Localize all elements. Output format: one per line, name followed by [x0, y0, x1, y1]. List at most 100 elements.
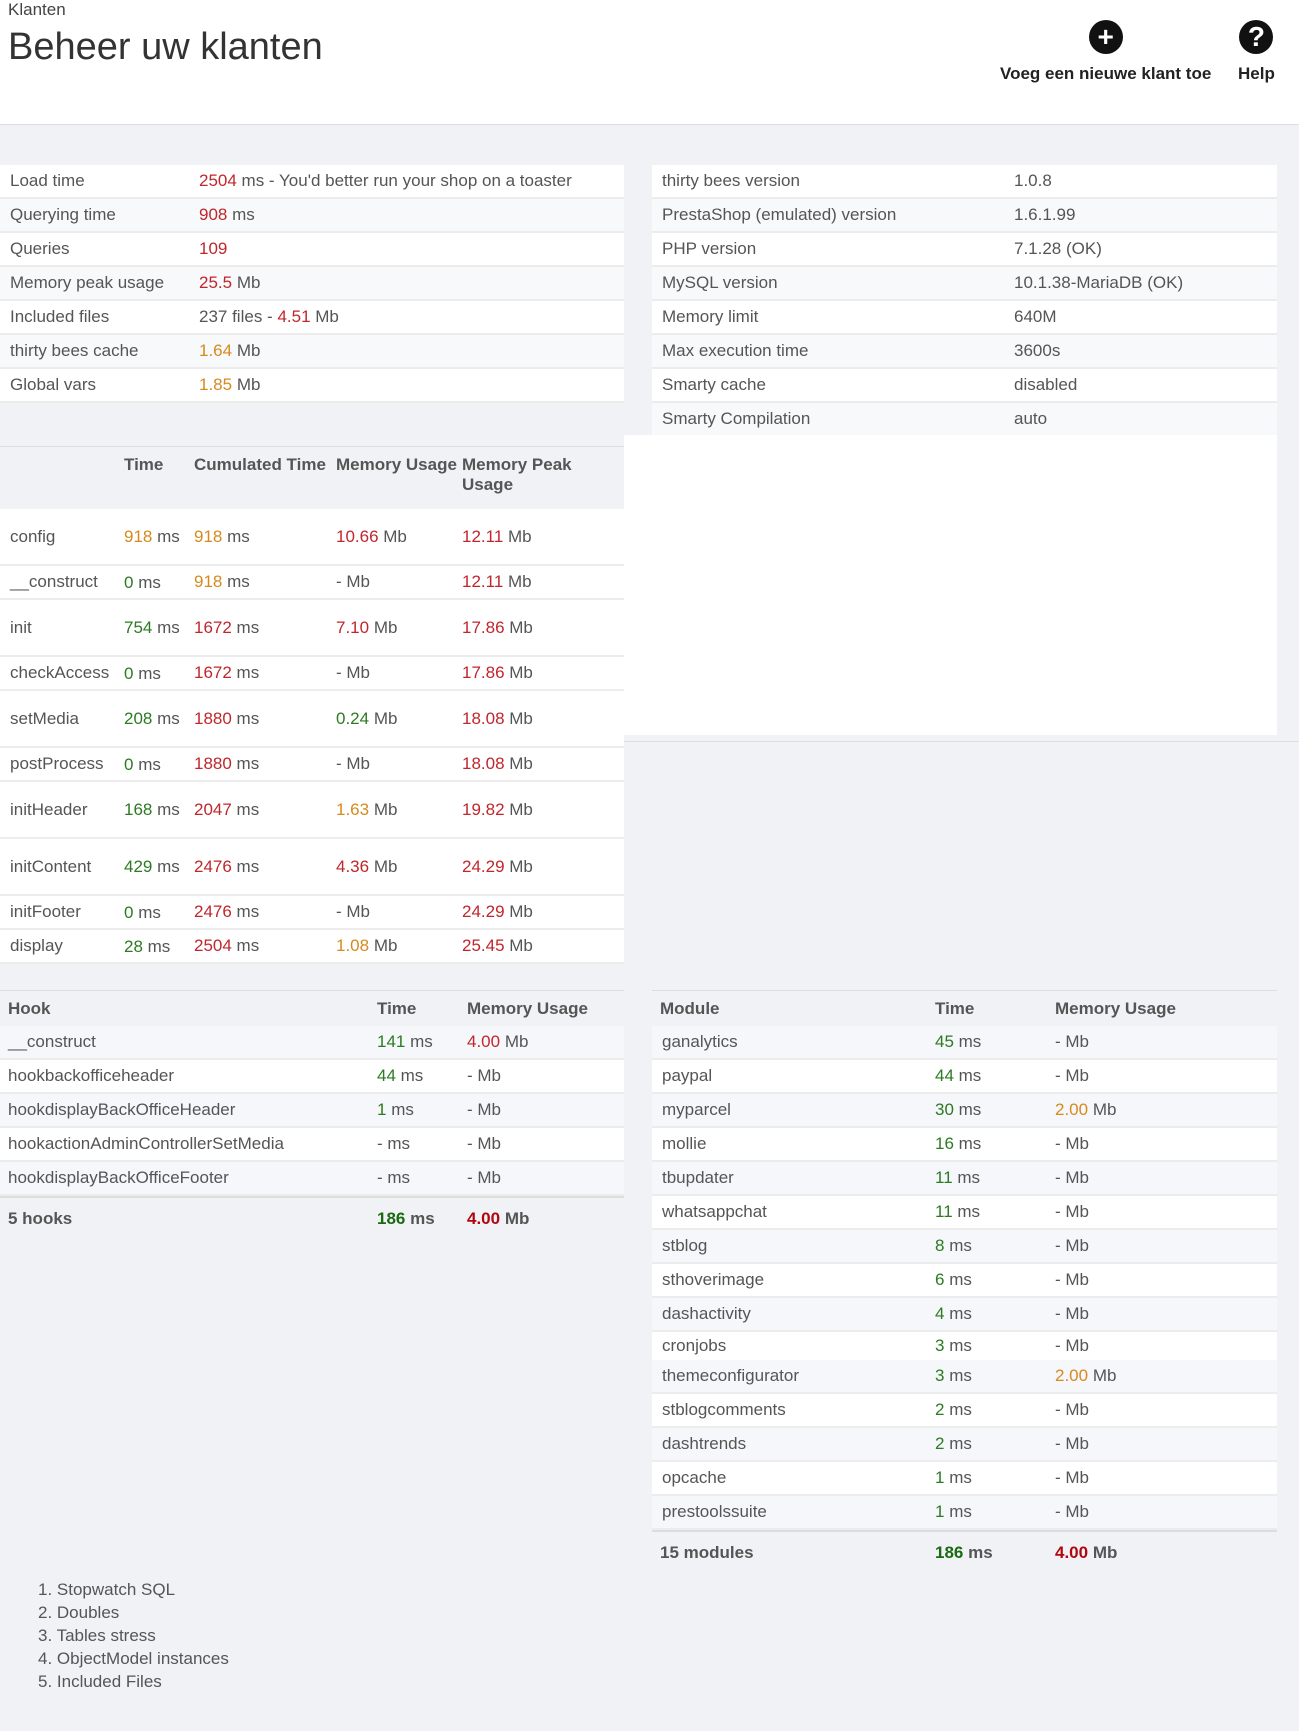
debug-link-item[interactable]: 1. Stopwatch SQL: [38, 1580, 176, 1599]
env-key: Memory limit: [662, 307, 759, 326]
env-row: thirty bees version 1.0.8: [652, 165, 1277, 199]
debug-links-list: 1. Stopwatch SQL 2. Doubles 3. Tables stre…: [38, 1578, 229, 1693]
env-row: MySQL version 10.1.38-MariaDB (OK): [652, 267, 1277, 301]
env-value: 7.1.28 (OK): [1014, 239, 1102, 258]
step-time: 0 ms: [124, 754, 161, 774]
step-memory: 7.10 Mb: [336, 617, 398, 637]
hook-name: hookdisplayBackOfficeHeader: [8, 1100, 236, 1119]
step-name: display: [10, 936, 63, 955]
module-name: dashtrends: [662, 1434, 747, 1453]
module-name: stblogcomments: [662, 1400, 786, 1419]
breadcrumb[interactable]: Klanten: [8, 0, 66, 19]
modules-header-time: Time: [935, 998, 975, 1018]
step-memory: - Mb: [336, 572, 371, 591]
step-memory: 10.66 Mb: [336, 526, 407, 546]
hooks-total-time: 186 ms: [377, 1209, 435, 1228]
perf-value: 109: [199, 239, 228, 258]
hook-name: hookactionAdminControllerSetMedia: [8, 1134, 284, 1153]
debug-link-item[interactable]: 2. Doubles: [38, 1603, 120, 1622]
debug-link-item[interactable]: 3. Tables stress: [38, 1626, 156, 1645]
steps-header-row: Time Cumulated Time Memory Usage Memory …: [0, 447, 624, 509]
module-time: 1 ms: [935, 1502, 972, 1521]
step-memory: - Mb: [336, 663, 371, 682]
module-name: whatsappchat: [662, 1202, 767, 1221]
step-cumulated: 2047 ms: [194, 799, 260, 819]
step-row: initFooter 0 ms 2476 ms - Mb 24.29 Mb: [0, 896, 624, 930]
hook-row: hookdisplayBackOfficeFooter - ms - Mb: [0, 1162, 624, 1196]
module-memory: - Mb: [1055, 1502, 1090, 1521]
hooks-header-name: Hook: [8, 998, 51, 1018]
hook-row: hookdisplayBackOfficeHeader 1 ms - Mb: [0, 1094, 624, 1128]
step-name: postProcess: [10, 754, 104, 773]
hooks-header-memory: Memory Usage: [467, 998, 588, 1018]
module-name: opcache: [662, 1468, 727, 1487]
module-row: tbupdater 11 ms - Mb: [652, 1162, 1277, 1196]
module-time: 16 ms: [935, 1134, 982, 1153]
module-time: 44 ms: [935, 1066, 982, 1085]
hook-memory: 4.00 Mb: [467, 1032, 529, 1051]
module-row: ganalytics 45 ms - Mb: [652, 1026, 1277, 1060]
module-time: 11 ms: [935, 1202, 981, 1221]
module-name: myparcel: [662, 1100, 731, 1119]
module-time: 11 ms: [935, 1168, 981, 1187]
module-row: cronjobs 3 ms - Mb: [652, 1332, 1277, 1360]
step-row: checkAccess 0 ms 1672 ms - Mb 17.86 Mb: [0, 657, 624, 691]
step-name: initContent: [10, 856, 92, 876]
hook-memory: - Mb: [467, 1134, 502, 1153]
hooks-table: Hook Time Memory Usage __construct 141 ms…: [0, 990, 624, 1240]
perf-row: thirty bees cache 1.64 Mb: [0, 335, 624, 369]
page-title: Beheer uw klanten: [8, 26, 323, 68]
env-row: Memory limit 640M: [652, 301, 1277, 335]
env-value: 1.0.8: [1014, 171, 1052, 190]
module-row: stblogcomments 2 ms - Mb: [652, 1394, 1277, 1428]
step-name: config: [10, 526, 56, 546]
module-time: 1 ms: [935, 1468, 972, 1487]
page-header: Klanten Beheer uw klanten + Voeg een nie…: [0, 0, 1299, 125]
step-name: setMedia: [10, 708, 79, 728]
step-row: setMedia 208 ms 1880 ms 0.24 Mb 18.08 Mb: [0, 691, 624, 748]
module-row: myparcel 30 ms 2.00 Mb: [652, 1094, 1277, 1128]
module-row: dashactivity 4 ms - Mb: [652, 1298, 1277, 1332]
module-time: 45 ms: [935, 1032, 982, 1051]
step-peak: 12.11 Mb: [462, 526, 532, 546]
module-row: paypal 44 ms - Mb: [652, 1060, 1277, 1094]
debug-link-item[interactable]: 4. ObjectModel instances: [38, 1649, 229, 1668]
module-memory: - Mb: [1055, 1434, 1090, 1453]
module-name: ganalytics: [662, 1032, 738, 1051]
steps-body: config 918 ms 918 ms 10.66 Mb 12.11 Mb __cons…: [0, 509, 624, 964]
env-key: Smarty cache: [662, 375, 766, 394]
step-memory: 4.36 Mb: [336, 856, 398, 876]
module-time: 6 ms: [935, 1270, 972, 1289]
step-name: checkAccess: [10, 663, 110, 682]
step-cumulated: 2476 ms: [194, 856, 260, 876]
env-key: PrestaShop (emulated) version: [662, 205, 897, 224]
steps-header-memory: Memory Usage: [336, 455, 457, 474]
step-peak: 12.11 Mb: [462, 572, 532, 591]
module-time: 8 ms: [935, 1236, 972, 1255]
step-time: 0 ms: [124, 663, 161, 683]
module-memory: - Mb: [1055, 1400, 1090, 1419]
modules-body: ganalytics 45 ms - Mb paypal 44 ms - Mb myparc…: [652, 1026, 1277, 1530]
perf-value: 237 files - 4.51 Mb: [199, 307, 339, 326]
step-peak: 25.45 Mb: [462, 936, 533, 955]
environment-table: thirty bees version 1.0.8 PrestaShop (emul…: [652, 165, 1277, 437]
step-peak: 17.86 Mb: [462, 617, 533, 637]
step-name: init: [10, 617, 32, 637]
hook-time: - ms: [377, 1168, 411, 1187]
debug-link-item[interactable]: 5. Included Files: [38, 1672, 162, 1691]
module-row: whatsappchat 11 ms - Mb: [652, 1196, 1277, 1230]
hooks-header-row: Hook Time Memory Usage: [0, 990, 624, 1026]
hook-time: 44 ms: [377, 1066, 424, 1085]
perf-value: 1.64 Mb: [199, 341, 261, 360]
env-row: Smarty cache disabled: [652, 369, 1277, 403]
add-customer-button[interactable]: + Voeg een nieuwe klant toe: [1000, 20, 1211, 84]
step-row: init 754 ms 1672 ms 7.10 Mb 17.86 Mb: [0, 600, 624, 657]
hook-time: 1 ms: [377, 1100, 414, 1119]
step-name: initFooter: [10, 902, 81, 921]
step-row: config 918 ms 918 ms 10.66 Mb 12.11 Mb: [0, 509, 624, 566]
step-cumulated: 1880 ms: [194, 754, 260, 773]
hook-row: hookactionAdminControllerSetMedia - ms - M…: [0, 1128, 624, 1162]
module-memory: - Mb: [1055, 1134, 1090, 1153]
help-button[interactable]: ? Help: [1238, 20, 1275, 84]
perf-key: Queries: [10, 239, 70, 258]
